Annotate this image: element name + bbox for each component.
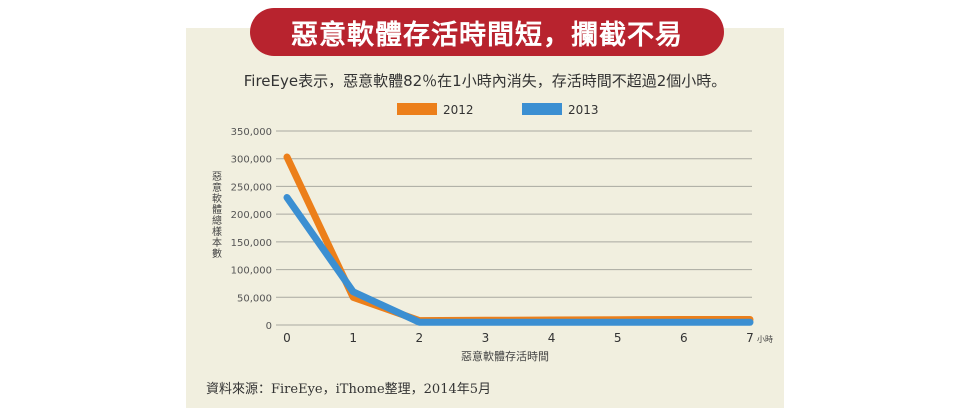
x-tick-label: 2	[415, 331, 423, 345]
y-axis-label-char: 數	[212, 247, 222, 260]
y-axis-label-char: 意	[212, 181, 222, 194]
series-lines	[283, 153, 754, 326]
x-tick-label: 1	[349, 331, 357, 345]
legend-label: 2013	[568, 103, 599, 117]
source-note: 資料來源：FireEye，iThome整理，2014年5月	[206, 382, 492, 397]
x-tick-label: 6	[680, 331, 688, 345]
x-axis-label: 惡意軟體存活時間	[461, 349, 549, 363]
x-tick-label: 5	[614, 331, 622, 345]
legend-swatch-2013	[522, 103, 562, 115]
legend-swatch-2012	[397, 103, 437, 115]
x-tick-label: 7	[746, 331, 754, 345]
y-axis-label-char: 軟	[212, 192, 222, 205]
x-unit-label: 小時	[757, 335, 773, 344]
y-tick-labels: 0 50,000 100,000 150,000 200,000 250,000 300,0…	[231, 127, 272, 332]
y-axis-label-char: 惡	[212, 171, 222, 183]
legend: 2012 2013	[397, 103, 599, 117]
y-axis-label-char: 樣	[212, 225, 222, 238]
y-tick-label: 100,000	[231, 266, 272, 277]
y-axis-label-char: 總	[212, 214, 222, 227]
title-banner: 惡意軟體存活時間短，攔截不易	[250, 8, 724, 56]
series-line-2013	[283, 194, 754, 326]
grid-lines	[276, 130, 752, 326]
y-axis-label-char: 體	[212, 204, 222, 216]
y-tick-label: 0	[266, 321, 272, 332]
y-tick-label: 250,000	[231, 182, 272, 193]
y-tick-label: 150,000	[231, 238, 272, 249]
legend-label: 2012	[443, 103, 474, 117]
x-tick-label: 4	[548, 331, 556, 345]
y-tick-label: 350,000	[231, 127, 272, 138]
y-tick-label: 50,000	[237, 293, 272, 304]
y-axis-label-char: 本	[212, 236, 222, 249]
y-tick-label: 300,000	[231, 155, 272, 166]
x-tick-label: 0	[283, 331, 291, 345]
chart-subtitle: FireEye表示，惡意軟體82％在1小時內消失，存活時間不超過2個小時。	[243, 72, 727, 90]
chart-panel	[186, 28, 784, 408]
x-tick-labels: 0 1 2 3 4 5 6 7	[283, 331, 754, 345]
x-tick-label: 3	[482, 331, 490, 345]
y-tick-label: 200,000	[231, 210, 272, 221]
